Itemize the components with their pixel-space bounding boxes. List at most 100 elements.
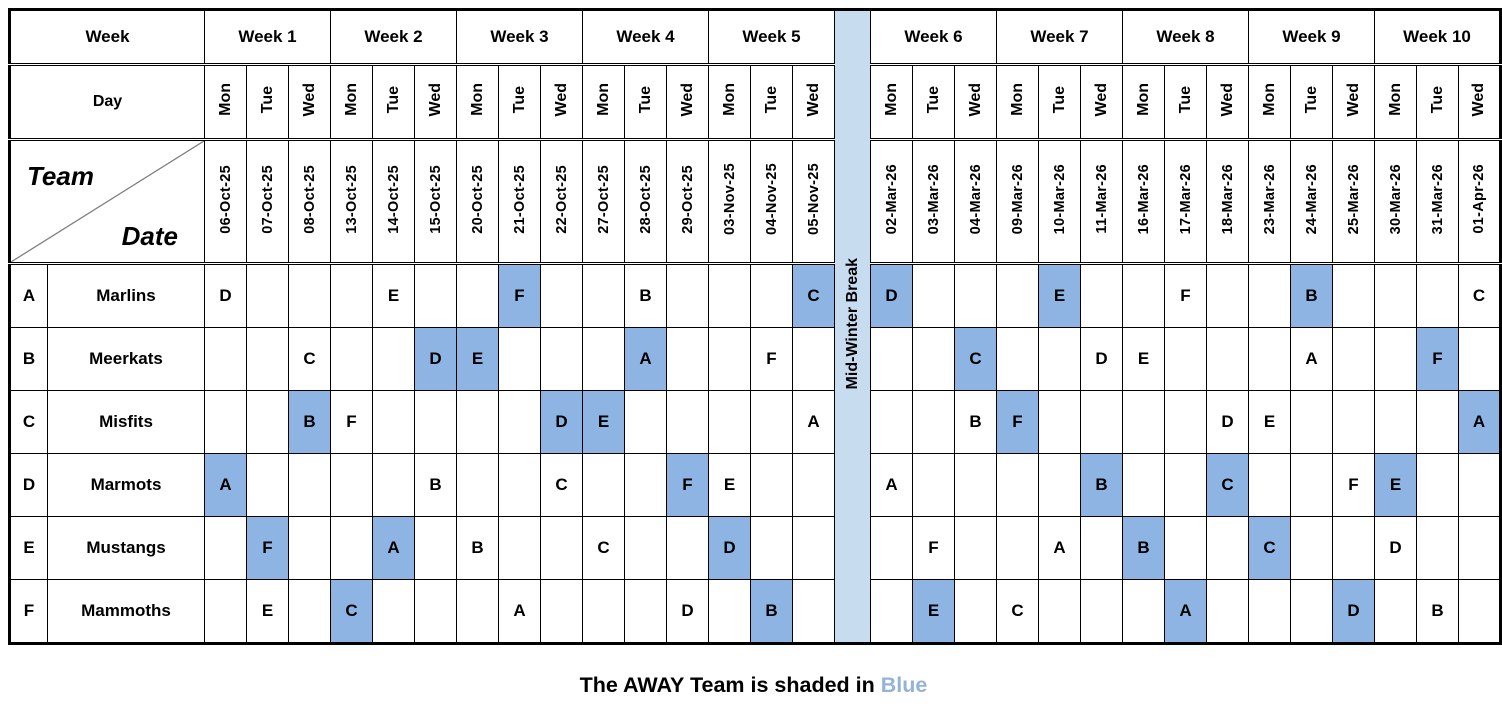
week-header: Week 1 xyxy=(204,9,331,65)
team-letter-cell: D xyxy=(9,453,48,517)
legend-text: The AWAY Team is shaded in xyxy=(579,673,875,697)
match-cell: B xyxy=(1290,262,1333,328)
day-name-label: Tue xyxy=(1428,85,1446,114)
date-header-cell: 25-Mar-26 xyxy=(1332,138,1375,264)
date-header-cell: 11-Mar-26 xyxy=(1080,138,1123,264)
week-axis-label: Week xyxy=(9,9,205,65)
team-name-cell: Meerkats xyxy=(47,327,205,391)
day-name-label: Wed xyxy=(804,82,822,117)
team-letter-cell: F xyxy=(9,579,48,644)
match-cell: D xyxy=(666,579,709,644)
empty-cell xyxy=(750,390,793,454)
date-header-cell: 29-Oct-25 xyxy=(666,138,709,264)
empty-cell xyxy=(708,579,751,644)
empty-cell xyxy=(1164,516,1207,580)
empty-cell xyxy=(666,516,709,580)
empty-cell xyxy=(204,579,247,644)
empty-cell xyxy=(246,327,289,391)
day-axis-label: Day xyxy=(9,63,205,140)
day-name-label: Tue xyxy=(510,85,528,114)
match-cell: C xyxy=(1458,262,1501,328)
match-cell: F xyxy=(750,327,793,391)
empty-cell xyxy=(204,390,247,454)
match-cell: D xyxy=(414,327,457,391)
match-cell: D xyxy=(1332,579,1375,644)
team-letter-cell: C xyxy=(9,390,48,454)
match-cell: B xyxy=(624,262,667,328)
day-name-label: Wed xyxy=(426,82,444,117)
empty-cell xyxy=(1290,516,1333,580)
empty-cell xyxy=(1416,262,1459,328)
empty-cell xyxy=(912,327,955,391)
match-cell: A xyxy=(1290,327,1333,391)
date-header-cell: 03-Nov-25 xyxy=(708,138,751,264)
date-header-cell: 17-Mar-26 xyxy=(1164,138,1207,264)
day-header-cell: Wed xyxy=(666,63,709,140)
match-cell: F xyxy=(330,390,373,454)
day-name-label: Wed xyxy=(678,82,696,117)
empty-cell xyxy=(582,579,625,644)
date-label: 01-Apr-26 xyxy=(1471,164,1487,234)
empty-cell xyxy=(750,262,793,328)
day-header-cell: Mon xyxy=(996,63,1039,140)
date-label: 29-Oct-25 xyxy=(679,164,696,234)
day-header-row: Day Mon Tue Wed Mon Tue Wed Mon Tue Wed Mon Tue Wed M… xyxy=(9,63,1501,140)
day-name-label: Wed xyxy=(1092,82,1110,117)
empty-cell xyxy=(414,579,457,644)
day-header-cell: Wed xyxy=(1080,63,1123,140)
day-name-label: Mon xyxy=(216,83,234,116)
empty-cell xyxy=(624,453,667,517)
empty-cell xyxy=(1416,453,1459,517)
empty-cell xyxy=(1458,579,1501,644)
day-name-label: Mon xyxy=(1008,83,1026,116)
match-cell: F xyxy=(1332,453,1375,517)
empty-cell xyxy=(1248,579,1291,644)
empty-cell xyxy=(1038,579,1081,644)
team-date-diagonal-cell: Team Date xyxy=(9,138,205,264)
day-header-cell: Tue xyxy=(1416,63,1459,140)
empty-cell xyxy=(1332,390,1375,454)
match-cell: B xyxy=(954,390,997,454)
week-header: Week 5 xyxy=(708,9,835,65)
empty-cell xyxy=(582,327,625,391)
team-letter-cell: E xyxy=(9,516,48,580)
date-header-cell: 08-Oct-25 xyxy=(288,138,331,264)
empty-cell xyxy=(330,453,373,517)
date-label: 07-Oct-25 xyxy=(259,164,276,234)
empty-cell xyxy=(1374,579,1417,644)
empty-cell xyxy=(456,579,499,644)
date-label: 14-Oct-25 xyxy=(385,164,402,234)
date-header-cell: 04-Mar-26 xyxy=(954,138,997,264)
week-header: Week 4 xyxy=(582,9,709,65)
match-cell: C xyxy=(1206,453,1249,517)
match-cell: F xyxy=(498,262,541,328)
day-name-label: Mon xyxy=(468,83,486,116)
empty-cell xyxy=(1080,516,1123,580)
match-cell: D xyxy=(540,390,583,454)
day-header-cell: Wed xyxy=(1332,63,1375,140)
match-cell: D xyxy=(708,516,751,580)
date-label: 24-Mar-26 xyxy=(1303,163,1320,235)
empty-cell xyxy=(1206,516,1249,580)
date-label: 13-Oct-25 xyxy=(343,164,360,234)
empty-cell xyxy=(1122,579,1165,644)
empty-cell xyxy=(1248,262,1291,328)
empty-cell xyxy=(1290,579,1333,644)
team-name-cell: Mammoths xyxy=(47,579,205,644)
empty-cell xyxy=(330,516,373,580)
match-cell: B xyxy=(288,390,331,454)
day-header-cell: Tue xyxy=(912,63,955,140)
empty-cell xyxy=(1248,327,1291,391)
day-name-label: Tue xyxy=(1050,85,1068,114)
empty-cell xyxy=(954,579,997,644)
day-header-cell: Tue xyxy=(372,63,415,140)
match-cell: C xyxy=(954,327,997,391)
day-name-label: Mon xyxy=(1386,83,1404,116)
empty-cell xyxy=(1374,327,1417,391)
day-name-label: Mon xyxy=(342,83,360,116)
date-header-cell: 18-Mar-26 xyxy=(1206,138,1249,264)
date-label: 10-Mar-26 xyxy=(1051,163,1068,235)
team-row: F Mammoths E C A D B E C A D B xyxy=(9,579,1501,644)
date-label: 04-Nov-25 xyxy=(763,162,780,235)
match-cell: B xyxy=(1122,516,1165,580)
